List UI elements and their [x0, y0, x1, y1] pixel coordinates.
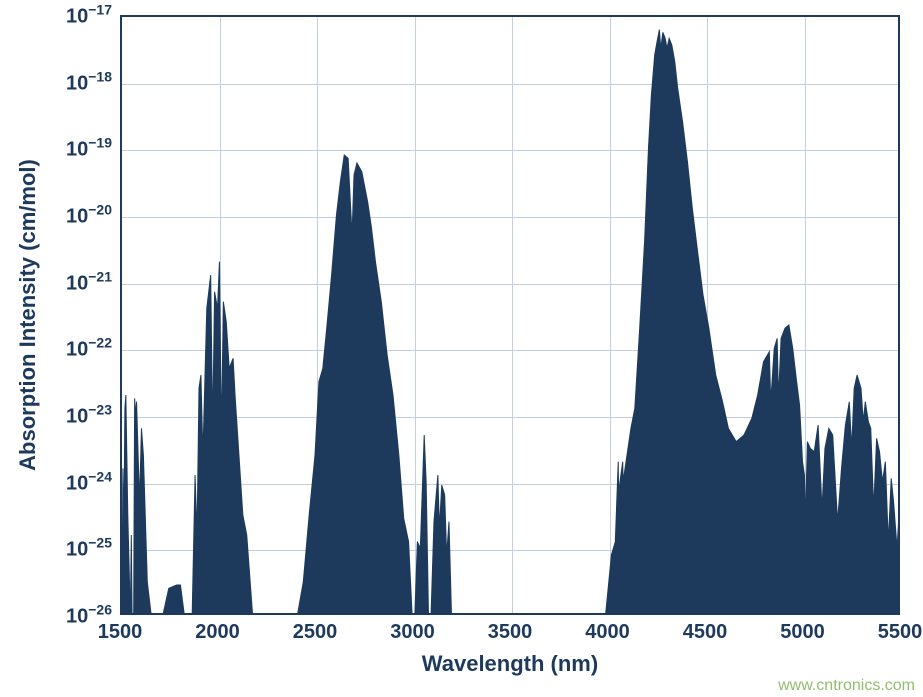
- y-tick-label: 10−23: [66, 402, 112, 429]
- y-tick-label: 10−20: [66, 202, 112, 229]
- y-tick-label: 10−19: [66, 135, 112, 162]
- chart-container: 150020002500300035004000450050005500 10−…: [0, 0, 923, 697]
- x-tick-label: 3500: [488, 621, 533, 644]
- y-tick-label: 10−17: [66, 2, 112, 29]
- x-axis-title: Wavelength (nm): [422, 651, 598, 677]
- y-tick-label: 10−22: [66, 335, 112, 362]
- spectrum-fill: [0, 0, 923, 697]
- y-axis-title: Absorption Intensity (cm/mol): [15, 159, 41, 471]
- watermark-text: www.cntronics.com: [778, 677, 915, 695]
- x-tick-label: 2500: [293, 621, 338, 644]
- y-tick-label: 10−24: [66, 468, 112, 495]
- y-tick-label: 10−21: [66, 268, 112, 295]
- y-tick-label: 10−18: [66, 68, 112, 95]
- x-tick-label: 4500: [683, 621, 728, 644]
- x-tick-label: 5500: [878, 621, 923, 644]
- y-tick-label: 10−26: [66, 602, 112, 629]
- x-tick-label: 4000: [585, 621, 630, 644]
- x-tick-label: 2000: [195, 621, 240, 644]
- x-tick-label: 3000: [390, 621, 435, 644]
- y-tick-label: 10−25: [66, 535, 112, 562]
- x-tick-label: 5000: [780, 621, 825, 644]
